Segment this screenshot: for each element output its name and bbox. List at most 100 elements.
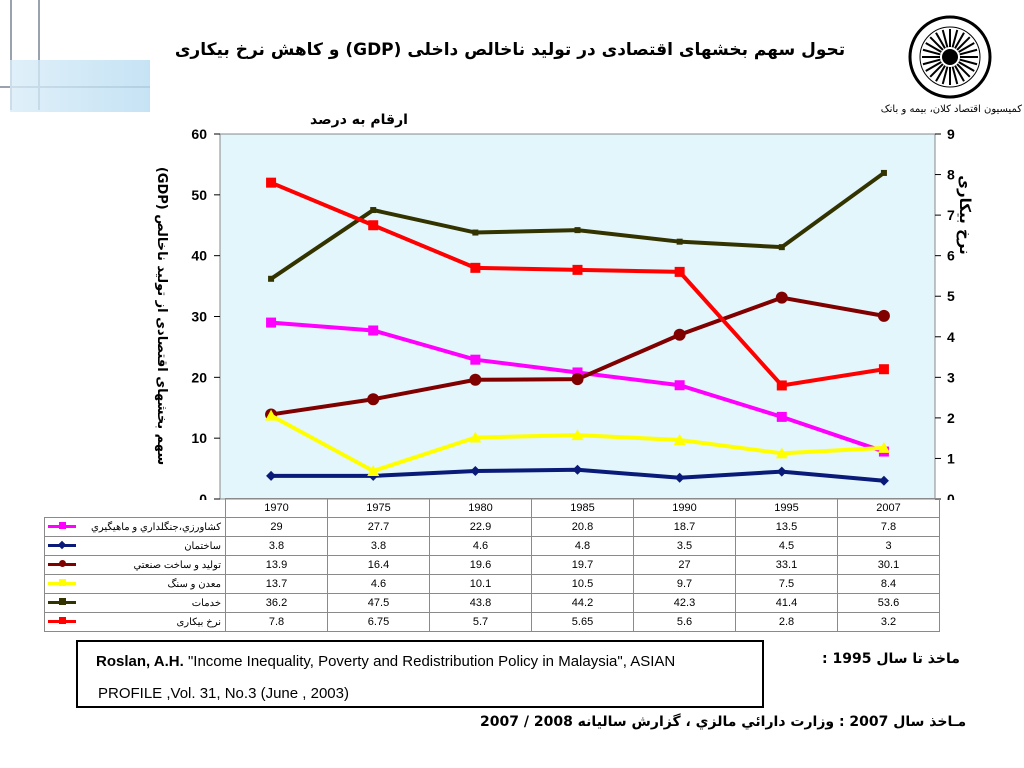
chamber-of-commerce-logo <box>908 15 992 99</box>
reference-title: "Income Inequality, Poverty and Redistri… <box>183 653 676 670</box>
table-header-year: 1990 <box>633 498 736 518</box>
table-cell: 7.8 <box>225 612 328 632</box>
table-cell: 5.65 <box>531 612 634 632</box>
table-cell: 3.8 <box>225 536 328 556</box>
table-cell: 8.4 <box>837 574 940 594</box>
table-cell: 4.6 <box>327 574 430 594</box>
table-cell: 4.5 <box>735 536 838 556</box>
series-5-point <box>878 364 889 375</box>
left-tick-label: 0 <box>199 491 207 500</box>
decor-block <box>10 60 150 112</box>
right-tick-label: 1 <box>947 450 955 466</box>
table-cell: 33.1 <box>735 555 838 575</box>
legend-swatch <box>48 598 76 605</box>
series-3-point <box>367 465 380 477</box>
table-cell: 30.1 <box>837 555 940 575</box>
left-tick-label: 30 <box>191 309 207 325</box>
series-4-point <box>880 169 887 176</box>
left-axis: 0 10 20 30 40 50 60 <box>191 126 220 500</box>
series-0-point <box>470 354 481 365</box>
table-cell: 44.2 <box>531 593 634 613</box>
series-0-point <box>674 380 685 391</box>
series-1-point <box>776 466 787 477</box>
table-cell: 16.4 <box>327 555 430 575</box>
table-row-label: خدمات <box>44 593 226 613</box>
right-axis-label: نرخ بیکاری <box>956 175 974 255</box>
table-cell: 18.7 <box>633 517 736 537</box>
left-tick-label: 10 <box>191 430 207 446</box>
right-tick-label: 0 <box>947 491 955 500</box>
right-tick-label: 5 <box>947 288 955 304</box>
table-cell: 13.9 <box>225 555 328 575</box>
series-0-point <box>776 411 787 422</box>
table-row: نرخ بیکاری 7.8 6.75 5.7 5.65 5.6 2.8 3.2 <box>44 612 940 632</box>
table-cell: 43.8 <box>429 593 532 613</box>
right-axis: 0 1 2 3 4 5 6 7 8 9 <box>935 126 955 500</box>
legend-swatch <box>48 540 76 550</box>
reference-line-1: Roslan, A.H. "Income Inequality, Poverty… <box>96 653 675 670</box>
series-0-point <box>572 367 583 378</box>
table-header-year: 1975 <box>327 498 430 518</box>
series-layer <box>265 169 890 486</box>
table-row-label: کشاورزي،جنگلداري و ماهيگيري <box>44 517 226 537</box>
series-1-point <box>674 472 685 483</box>
right-tick-label: 2 <box>947 410 955 426</box>
legend-label: خدمات <box>191 597 221 609</box>
series-1-point <box>470 466 481 477</box>
table-header-year: 1970 <box>225 498 328 518</box>
series-5-point <box>776 380 787 391</box>
series-4-point <box>472 229 479 236</box>
series-5-point <box>368 220 379 231</box>
table-cell: 10.1 <box>429 574 532 594</box>
table-cell: 13.5 <box>735 517 838 537</box>
series-3-point <box>673 433 686 445</box>
series-5-point <box>674 266 685 277</box>
legend-label: معدن و سنگ <box>167 578 221 590</box>
reference-box: Roslan, A.H. "Income Inequality, Poverty… <box>76 640 764 708</box>
series-4-point <box>574 227 581 234</box>
right-tick-label: 3 <box>947 369 955 385</box>
table-cell: 27.7 <box>327 517 430 537</box>
series-4-point <box>370 207 377 214</box>
legend-label: کشاورزي،جنگلداري و ماهيگيري <box>91 521 221 533</box>
table-row: خدمات 36.2 47.5 43.8 44.2 42.3 41.4 53.6 <box>44 593 940 613</box>
data-table: 1970 1975 1980 1985 1990 1995 2007 کشاورزي،جنگل… <box>44 498 940 632</box>
series-3-point <box>469 431 482 443</box>
table-header-row: 1970 1975 1980 1985 1990 1995 2007 <box>45 498 940 518</box>
series-2-point <box>469 373 482 386</box>
series-3-point <box>265 409 278 421</box>
table-cell: 13.7 <box>225 574 328 594</box>
series-0-point <box>368 325 379 336</box>
series-2-point <box>877 309 890 322</box>
table-cell: 3.8 <box>327 536 430 556</box>
legend-swatch <box>48 560 76 567</box>
table-cell: 4.6 <box>429 536 532 556</box>
series-5-point <box>572 264 583 275</box>
table-cell: 3.2 <box>837 612 940 632</box>
table-header-year: 1980 <box>429 498 532 518</box>
table-header-year: 1985 <box>531 498 634 518</box>
reference-author: Roslan, A.H. <box>96 653 184 670</box>
left-axis-label: سهم بخشهای اقتصادی از تولید ناخالص (GDP) <box>154 167 169 465</box>
table-header-year: 2007 <box>837 498 940 518</box>
table-cell: 42.3 <box>633 593 736 613</box>
legend-label: توليد و ساخت صنعتي <box>133 559 221 571</box>
table-cell: 53.6 <box>837 593 940 613</box>
decor-vertical-line <box>10 0 12 110</box>
table-cell: 22.9 <box>429 517 532 537</box>
table-row-label: معدن و سنگ <box>44 574 226 594</box>
table-cell: 29 <box>225 517 328 537</box>
series-2-point <box>775 291 788 304</box>
series-4-point <box>676 238 683 245</box>
table-cell: 6.75 <box>327 612 430 632</box>
table-header-year: 1995 <box>735 498 838 518</box>
table-cell: 5.7 <box>429 612 532 632</box>
line-chart: ارقام به درصد 0 10 20 30 40 50 60 0 1 2 3 4 5 6 7 8 9 س… <box>154 112 974 500</box>
table-cell: 10.5 <box>531 574 634 594</box>
left-tick-label: 20 <box>191 369 207 385</box>
table-row: کشاورزي،جنگلداري و ماهيگيري 29 27.7 22.9 20.… <box>44 517 940 537</box>
table-cell: 41.4 <box>735 593 838 613</box>
table-cell: 5.6 <box>633 612 736 632</box>
series-1-point <box>572 464 583 475</box>
series-2-point <box>571 373 584 386</box>
